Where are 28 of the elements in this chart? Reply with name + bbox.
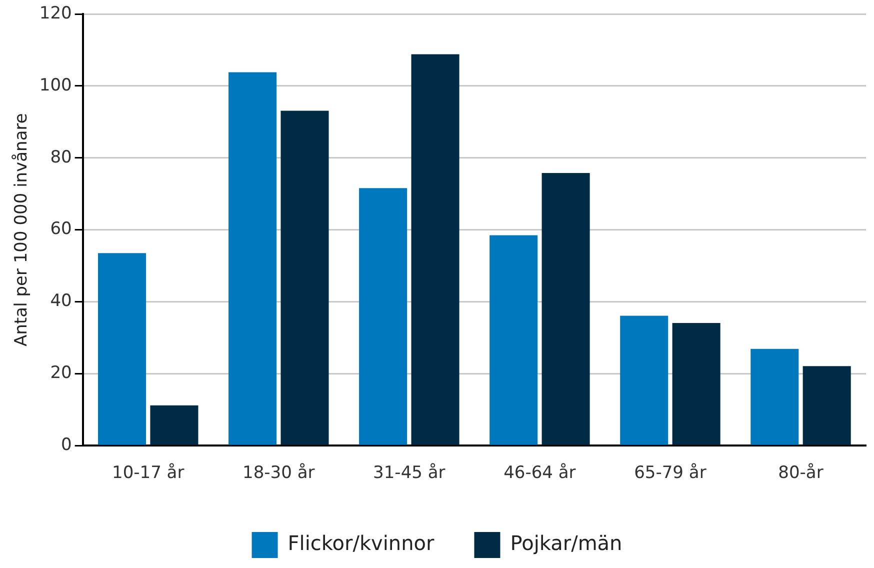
bar <box>98 253 146 445</box>
bar <box>672 322 720 445</box>
y-tick-label: 120 <box>39 3 72 24</box>
bar <box>620 316 668 445</box>
bar <box>150 405 198 445</box>
y-axis-title: Antal per 100 000 invånare <box>12 113 32 346</box>
y-tick-label: 100 <box>39 75 72 96</box>
bar <box>490 235 538 445</box>
bar <box>280 110 329 445</box>
y-tick-label: 80 <box>50 147 72 168</box>
bar <box>542 172 590 445</box>
x-tick-label: 46-64 år <box>504 463 576 484</box>
y-tick-label: 20 <box>50 363 72 384</box>
x-tick-label: 31-45 år <box>373 463 446 484</box>
legend-label: Flickor/kvinnor <box>288 531 436 556</box>
bar <box>750 348 799 445</box>
legend-label: Pojkar/män <box>510 531 622 556</box>
x-tick-label: 80-år <box>778 463 824 484</box>
x-tick-label: 10-17 år <box>112 463 184 484</box>
y-tick-label: 60 <box>50 219 72 240</box>
bar <box>411 54 460 445</box>
y-tick-label: 0 <box>61 435 72 456</box>
x-tick-label: 18-30 år <box>242 463 315 484</box>
bar <box>802 366 851 445</box>
bar <box>359 188 408 445</box>
y-tick-label: 40 <box>50 291 72 312</box>
x-tick-label: 65-79 år <box>634 463 706 484</box>
bar <box>228 72 277 445</box>
